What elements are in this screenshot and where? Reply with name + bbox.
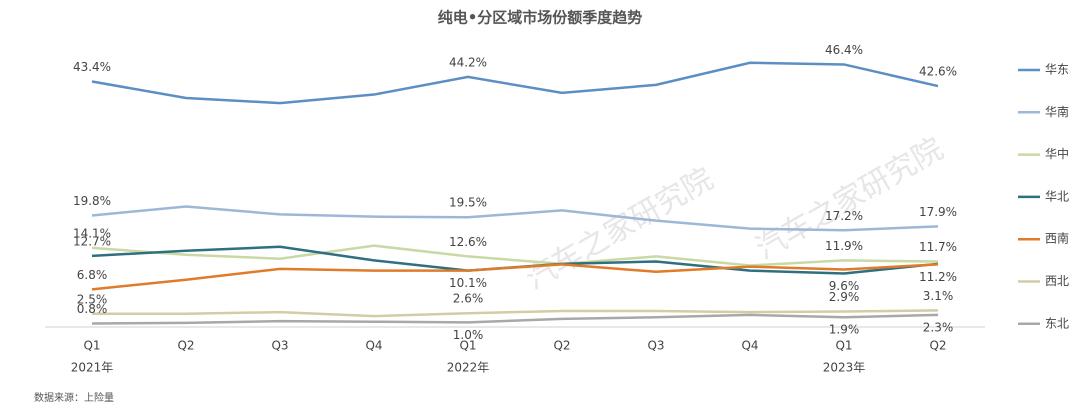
x-tick-label: Q3	[647, 339, 664, 353]
data-label: 19.5%	[449, 196, 487, 210]
data-label: 3.1%	[923, 289, 954, 303]
chart-title: 纯电•分区域市场份额季度趋势	[438, 9, 643, 27]
data-label: 14.1%	[73, 226, 111, 240]
data-label: 2.5%	[77, 292, 108, 306]
x-tick-label: Q4	[365, 339, 382, 353]
series-line	[91, 244, 939, 267]
data-label: 43.4%	[73, 60, 111, 74]
year-label: 2023年	[823, 361, 866, 375]
data-label: 0.8%	[77, 302, 108, 316]
series-line	[92, 309, 939, 318]
year-label: 2022年	[447, 361, 490, 375]
x-tick-label: Q1	[83, 339, 100, 353]
data-label: 6.8%	[77, 268, 108, 282]
data-label: 17.9%	[919, 205, 957, 219]
data-label: 11.2%	[919, 270, 957, 284]
data-label: 1.9%	[829, 323, 860, 337]
series-line	[91, 263, 939, 291]
data-label: 46.4%	[825, 43, 863, 57]
series-line	[91, 205, 939, 232]
x-tick-label: Q1	[835, 339, 852, 353]
data-label: 44.2%	[449, 55, 487, 69]
x-tick-label: Q3	[271, 339, 288, 353]
legend-label: 华北	[1045, 189, 1069, 203]
series-line	[91, 61, 939, 105]
data-label: 12.7%	[73, 234, 111, 248]
data-label: 12.6%	[449, 235, 487, 249]
data-label: 11.7%	[919, 240, 957, 254]
data-label: 17.2%	[825, 209, 863, 223]
series-line	[91, 313, 939, 325]
legend-label: 西南	[1045, 231, 1069, 246]
x-tick-label: Q1	[459, 339, 476, 353]
data-label: 2.6%	[453, 292, 484, 306]
data-label: 42.6%	[919, 65, 957, 79]
watermark: 汽车之家研究院	[520, 161, 719, 296]
data-label: 19.8%	[73, 194, 111, 208]
x-tick-label: Q4	[741, 339, 758, 353]
x-tick-label: Q2	[929, 339, 946, 353]
legend-label: 华东	[1045, 63, 1069, 77]
x-tick-label: Q2	[177, 339, 194, 353]
data-label: 11.9%	[825, 239, 863, 253]
data-label: 10.1%	[449, 276, 487, 290]
legend-label: 西北	[1045, 274, 1069, 288]
data-label: 9.6%	[829, 279, 860, 293]
data-label: 2.3%	[923, 320, 954, 334]
legend-label: 华南	[1045, 104, 1069, 119]
year-label: 2021年	[71, 361, 114, 375]
x-tick-label: Q2	[553, 339, 570, 353]
legend-label: 华中	[1045, 146, 1069, 161]
legend-label: 东北	[1045, 316, 1069, 330]
data-label: 2.9%	[829, 290, 860, 304]
data-label: 1.0%	[453, 328, 484, 342]
source: 数据来源：上险量	[34, 391, 114, 404]
